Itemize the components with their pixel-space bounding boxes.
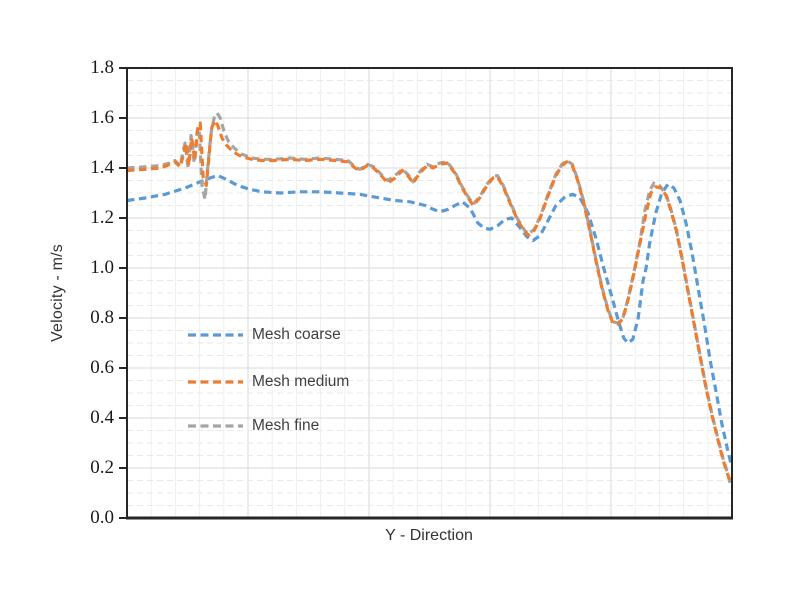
series-line-mesh-coarse [127,173,732,464]
series-line-mesh-medium [127,118,732,484]
legend-item-mesh-medium: Mesh medium [188,371,349,393]
y-tick-label: 1.2 [90,207,114,228]
legend-item-mesh-fine: Mesh fine [188,415,319,437]
y-tick-label: 0.6 [90,357,114,378]
legend-label: Mesh fine [252,417,320,434]
y-tick-label: 0.2 [90,457,114,478]
legend-label: Mesh medium [252,373,350,390]
series-lines [127,111,732,486]
legend-swatch-mesh-fine [188,424,243,428]
x-axis-title: Y - Direction [385,527,473,544]
legend-swatch-mesh-coarse [188,333,243,337]
y-tick-label: 0.8 [90,307,114,328]
y-tick-label: 1.8 [90,57,114,78]
legend-swatch-mesh-medium [188,380,243,384]
axes [119,67,733,520]
y-tick-label: 0.0 [90,507,114,528]
y-tick-label: 1.6 [90,107,114,128]
legend-item-mesh-coarse: Mesh coarse [188,324,341,346]
y-tick-label: 1.4 [90,157,114,178]
y-tick-label: 0.4 [90,407,114,428]
legend-label: Mesh coarse [252,326,341,343]
y-tick-label: 1.0 [90,257,114,278]
gridlines [127,68,732,518]
